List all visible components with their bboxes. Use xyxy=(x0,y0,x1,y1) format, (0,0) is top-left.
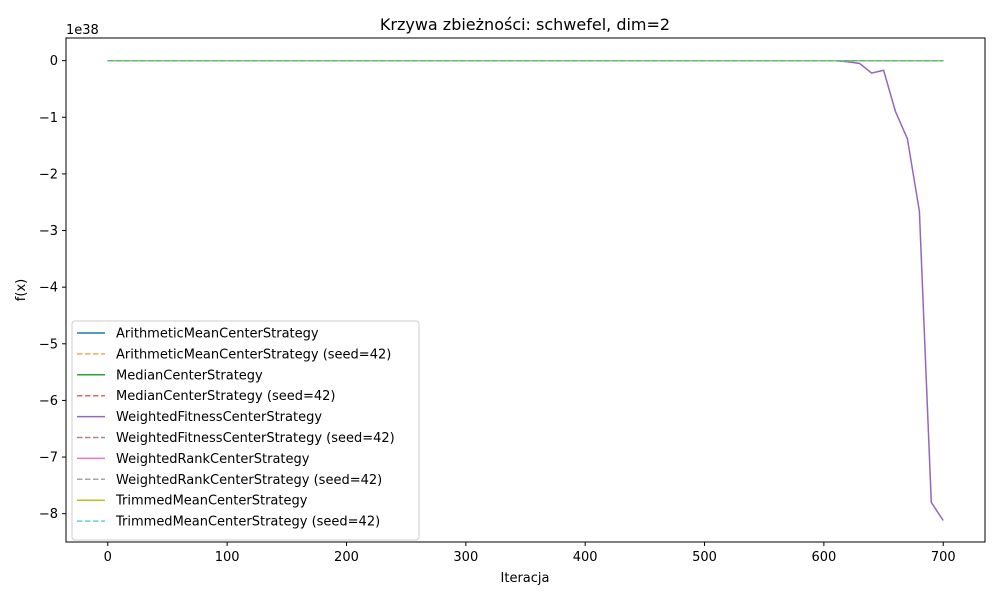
legend: ArithmeticMeanCenterStrategy ArithmeticMe… xyxy=(71,320,420,541)
y-ticks: 0 −1 −2 −3 −4 −5 −6 −7 −8 xyxy=(39,54,66,522)
legend-box xyxy=(71,320,420,541)
x-ticks: 0 100 200 300 400 500 600 700 xyxy=(104,542,956,565)
y-tick-label: −7 xyxy=(39,451,58,466)
legend-label: WeightedRankCenterStrategy (seed=42) xyxy=(116,473,382,488)
x-tick-label: 0 xyxy=(104,550,112,565)
y-tick-label: −1 xyxy=(39,111,58,126)
y-tick-label: −2 xyxy=(39,167,58,182)
y-tick-label: −6 xyxy=(39,394,58,409)
x-tick-label: 200 xyxy=(334,550,359,565)
x-tick-label: 600 xyxy=(811,550,836,565)
legend-label: ArithmeticMeanCenterStrategy xyxy=(116,327,319,342)
legend-label: MedianCenterStrategy (seed=42) xyxy=(116,389,335,404)
y-tick-label: −3 xyxy=(39,224,58,239)
plot-lines xyxy=(107,59,944,521)
legend-label: WeightedFitnessCenterStrategy (seed=42) xyxy=(116,431,395,446)
legend-label: MedianCenterStrategy xyxy=(116,368,263,383)
x-tick-label: 700 xyxy=(931,550,956,565)
legend-label: ArithmeticMeanCenterStrategy (seed=42) xyxy=(116,347,391,362)
y-axis-label: f(x) xyxy=(14,279,29,301)
x-tick-label: 400 xyxy=(573,550,598,565)
x-axis-label: Iteracja xyxy=(501,571,550,586)
legend-label: WeightedRankCenterStrategy xyxy=(116,452,310,467)
x-tick-label: 300 xyxy=(453,550,478,565)
chart-title: Krzywa zbieżności: schwefel, dim=2 xyxy=(380,15,670,34)
legend-label: TrimmedMeanCenterStrategy (seed=42) xyxy=(115,515,380,530)
y-tick-label: −8 xyxy=(39,507,58,522)
y-tick-label: 0 xyxy=(50,54,58,69)
y-offset-label: 1e38 xyxy=(66,23,99,38)
legend-label: TrimmedMeanCenterStrategy xyxy=(115,494,308,509)
y-tick-label: −5 xyxy=(39,337,58,352)
x-tick-label: 500 xyxy=(692,550,717,565)
plot-frame xyxy=(65,37,986,543)
legend-label: WeightedFitnessCenterStrategy xyxy=(116,410,322,425)
x-tick-label: 100 xyxy=(215,550,240,565)
y-tick-label: −4 xyxy=(39,281,58,296)
